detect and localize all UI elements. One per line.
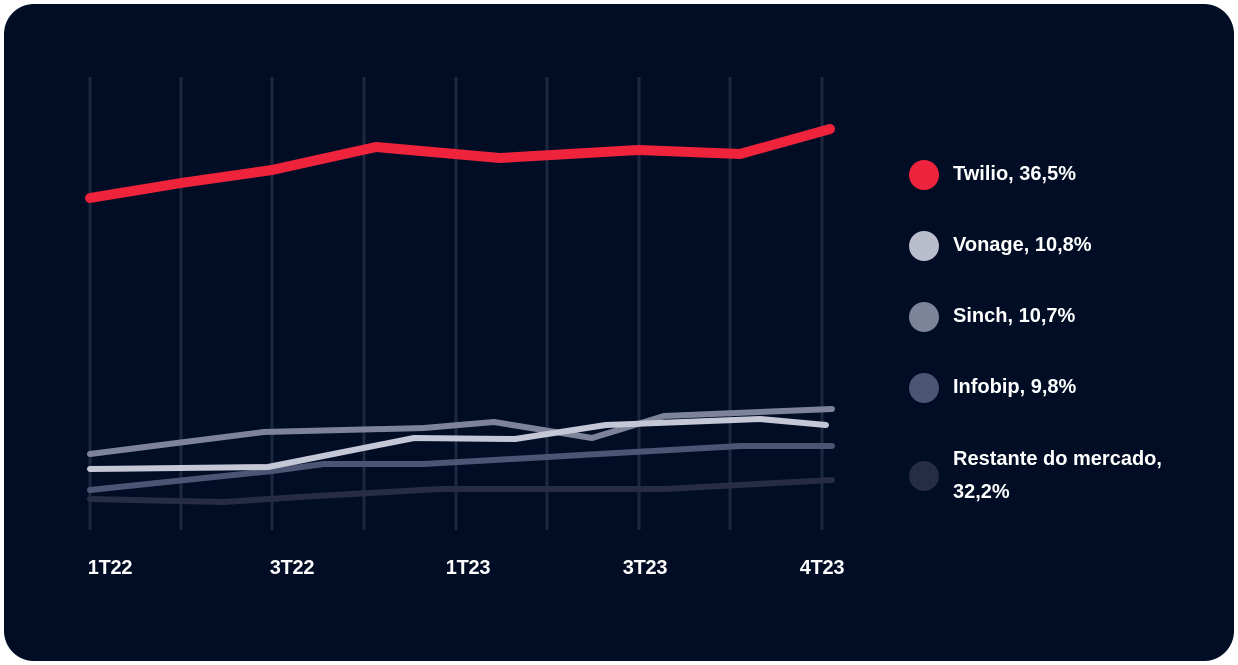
legend-item-infobip: Infobip, 9,8% <box>909 371 1229 404</box>
legend-dot-icon <box>909 230 939 261</box>
legend-dot-icon <box>909 301 939 332</box>
x-tick-label: 3T22 <box>269 557 315 579</box>
series-line-twilio <box>85 124 835 203</box>
series-line-infobip <box>87 443 835 493</box>
legend-label: Vonage, 10,8% <box>953 234 1092 256</box>
legend-label: Infobip, 9,8% <box>953 376 1077 398</box>
legend-item-vonage: Vonage, 10,8% <box>909 229 1229 262</box>
x-tick-label: 1T22 <box>87 557 133 579</box>
series-line-vonage <box>87 416 829 472</box>
legend-label: Restante do mercado, 32,2% <box>953 448 1162 503</box>
legend-dot-icon <box>909 372 939 403</box>
legend-item-sinch: Sinch, 10,7% <box>909 300 1229 333</box>
series-line-restante-do-mercado <box>87 477 835 505</box>
series-lines <box>85 124 835 505</box>
x-tick-label: 3T23 <box>622 557 668 579</box>
legend-label: Sinch, 10,7% <box>953 305 1076 327</box>
chart-card: 1T22 3T22 1T23 3T23 4T23 Twilio, 36,5% Vonag… <box>4 4 1234 661</box>
legend-dot-icon <box>909 159 939 190</box>
legend-dot-icon <box>909 461 939 491</box>
x-tick-label: 4T23 <box>799 557 845 579</box>
legend-item-restante-do-mercado: Restante do mercado, 32,2% <box>909 443 1229 509</box>
x-tick-label: 1T23 <box>445 557 491 579</box>
series-line-sinch <box>87 406 835 457</box>
legend-item-twilio: Twilio, 36,5% <box>909 158 1229 191</box>
legend-label: Twilio, 36,5% <box>953 163 1076 185</box>
line-chart <box>85 77 835 530</box>
